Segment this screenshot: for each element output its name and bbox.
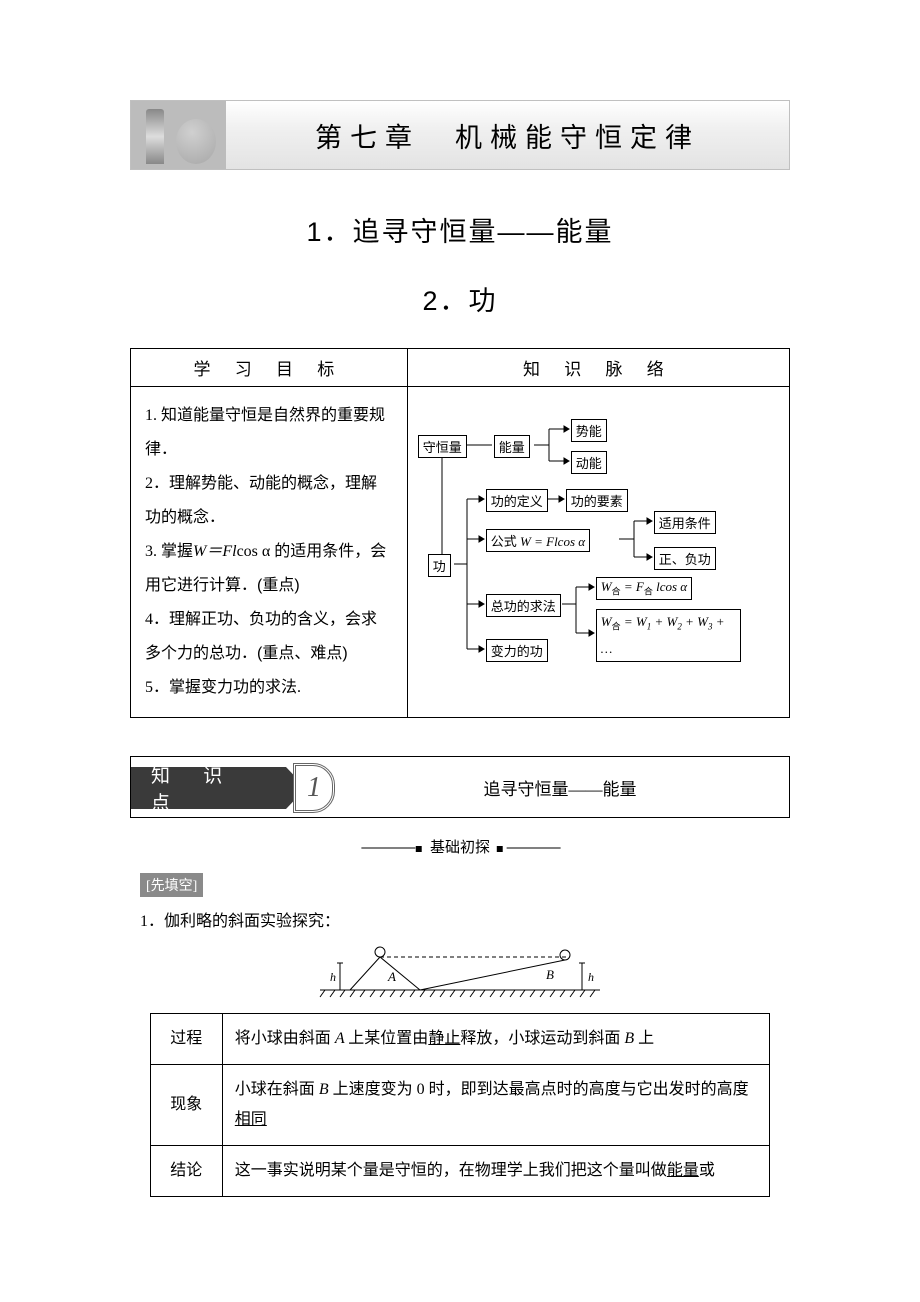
row-label-process: 过程 <box>150 1014 222 1065</box>
table-row: 过程 将小球由斜面 A 上某位置由静止释放，小球运动到斜面 B 上 <box>150 1014 769 1065</box>
kpoint-number: 1 <box>293 763 335 813</box>
divider-basics: ————◆ 基础初探 ◆———— <box>130 836 790 857</box>
kpoint-title: 追寻守恒量——能量 <box>331 757 789 817</box>
obj-1: 1. 知道能量守恒是自然界的重要规律． <box>145 399 393 467</box>
kpoint-tab: 知 识 点 1 <box>131 757 331 817</box>
ramp-figure: h A B h <box>130 945 790 1005</box>
obj-2: 2．理解势能、动能的概念，理解功的概念． <box>145 467 393 535</box>
section-2-title: 2．功 <box>130 279 790 318</box>
svg-text:B: B <box>546 967 554 982</box>
section-1-title: 1．追寻守恒量——能量 <box>130 210 790 249</box>
node-sign: 正、负功 <box>654 547 716 570</box>
objectives-table: 学 习 目 标 知 识 脉 络 1. 知道能量守恒是自然界的重要规律． 2．理解… <box>130 348 790 718</box>
node-eq1: W合 = F合 lcos α <box>596 577 692 600</box>
node-def: 功的定义 <box>486 489 548 512</box>
obj-left-cell: 1. 知道能量守恒是自然界的重要规律． 2．理解势能、动能的概念，理解功的概念．… <box>131 387 408 718</box>
banner-photo <box>131 101 226 169</box>
node-ke: 动能 <box>571 451 607 474</box>
obj-3: 3. 掌握W＝Flcos α 的适用条件，会用它进行计算．(重点) <box>145 535 393 603</box>
node-energy: 能量 <box>494 435 530 458</box>
chapter-banner: 第七章 机械能守恒定律 <box>130 100 790 170</box>
row-label-phenomenon: 现象 <box>150 1065 222 1146</box>
table-row: 现象 小球在斜面 B 上速度变为 0 时，即到达最高点时的高度与它出发时的高度相… <box>150 1065 769 1146</box>
node-total: 总功的求法 <box>486 594 561 617</box>
obj-right-cell: 守恒量 能量 势能 动能 功 功的定义 功的要素 公式 W = Flcos α … <box>407 387 789 718</box>
node-pe: 势能 <box>571 419 607 442</box>
obj-4: 4．理解正功、负功的含义，会求多个力的总功．(重点、难点) <box>145 603 393 671</box>
svg-text:h: h <box>588 970 594 984</box>
row-content-process: 将小球由斜面 A 上某位置由静止释放，小球运动到斜面 B 上 <box>222 1014 769 1065</box>
svg-text:A: A <box>387 969 396 984</box>
concept-map: 守恒量 能量 势能 动能 功 功的定义 功的要素 公式 W = Flcos α … <box>414 399 783 689</box>
svg-text:h: h <box>330 970 336 984</box>
experiment-table: 过程 将小球由斜面 A 上某位置由静止释放，小球运动到斜面 B 上 现象 小球在… <box>150 1013 770 1197</box>
obj-head-left: 学 习 目 标 <box>131 349 408 387</box>
obj-head-right: 知 识 脉 络 <box>407 349 789 387</box>
node-conserved: 守恒量 <box>418 435 467 458</box>
chapter-title: 第七章 机械能守恒定律 <box>226 101 789 169</box>
row-content-phenomenon: 小球在斜面 B 上速度变为 0 时，即到达最高点时的高度与它出发时的高度相同 <box>222 1065 769 1146</box>
experiment-intro: 1．伽利略的斜面实验探究： <box>130 907 790 937</box>
node-variable: 变力的功 <box>486 639 548 662</box>
node-condition: 适用条件 <box>654 511 716 534</box>
row-content-conclusion: 这一事实说明某个量是守恒的，在物理学上我们把这个量叫做能量或 <box>222 1146 769 1197</box>
node-eq2: W合 = W1 + W2 + W3 + … <box>596 609 741 662</box>
fill-blank-label: [先填空] <box>140 873 203 897</box>
node-elements: 功的要素 <box>566 489 628 512</box>
ramp-svg: h A B h <box>310 945 610 1000</box>
node-work: 功 <box>428 554 451 577</box>
knowledge-point-box: 知 识 点 1 追寻守恒量——能量 <box>130 756 790 818</box>
table-row: 结论 这一事实说明某个量是守恒的，在物理学上我们把这个量叫做能量或 <box>150 1146 769 1197</box>
row-label-conclusion: 结论 <box>150 1146 222 1197</box>
kpoint-label: 知 识 点 <box>131 767 286 809</box>
obj-5: 5．掌握变力功的求法. <box>145 671 393 705</box>
node-formula: 公式 W = Flcos α <box>486 529 590 552</box>
